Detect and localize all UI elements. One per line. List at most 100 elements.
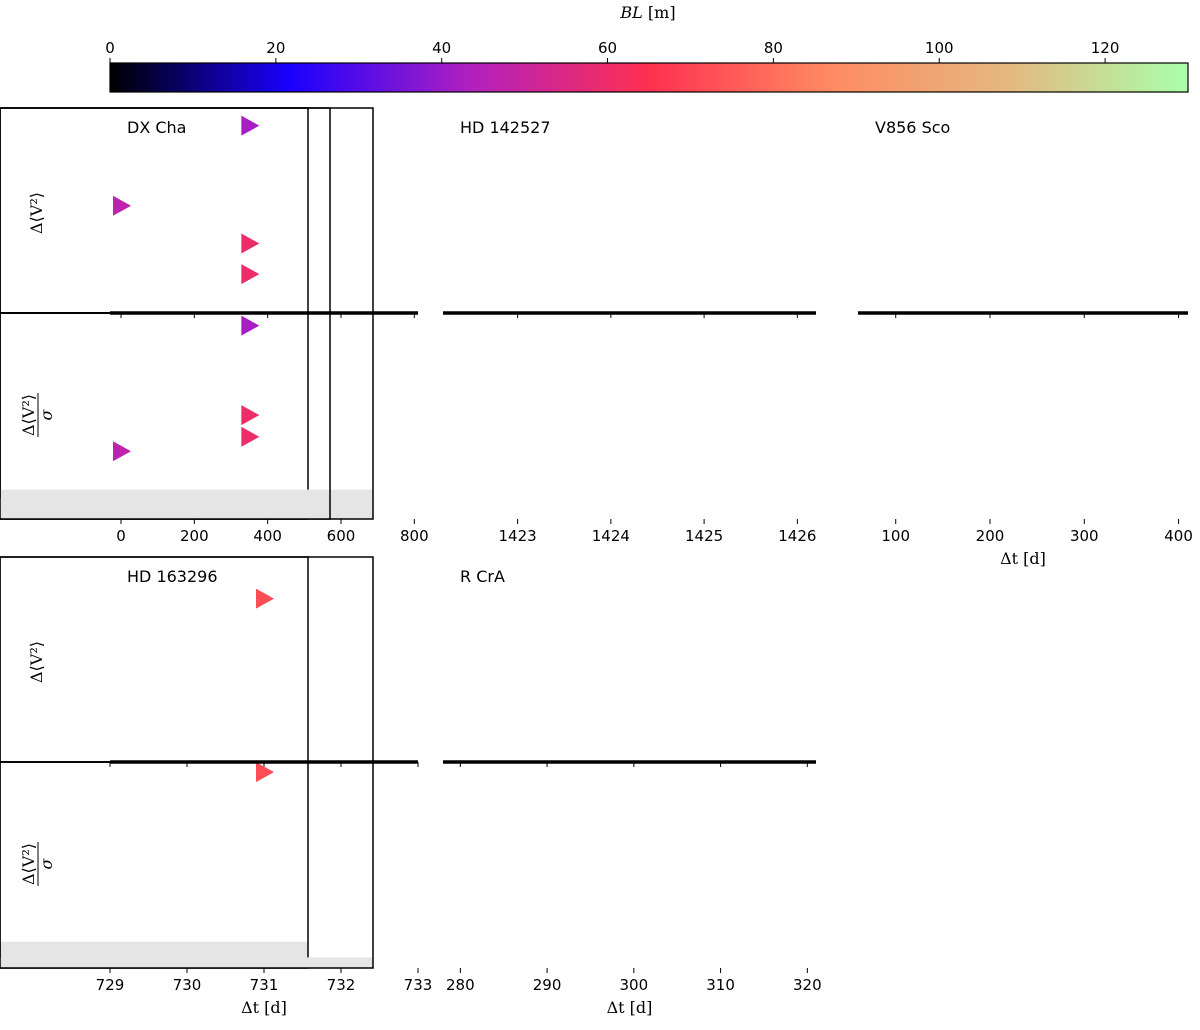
panel-title: DX Cha — [127, 118, 186, 137]
y-label-bottom-row2: Δ⟨V²⟩ σ — [19, 842, 56, 886]
data-point-triangle — [241, 115, 260, 136]
x-tick-label: 320 — [793, 976, 822, 994]
x-tick-label: 0 — [116, 527, 126, 545]
x-tick-label: 100 — [881, 527, 910, 545]
colorbar-tick-label: 80 — [764, 39, 783, 57]
data-point-circle — [869, 300, 888, 319]
data-point-triangle — [470, 738, 488, 758]
data-point-triangle — [869, 226, 887, 246]
data-point-circle — [611, 318, 630, 337]
colorbar-tick-label: 60 — [598, 39, 617, 57]
x-tick-label: 310 — [706, 976, 735, 994]
data-point-triangle — [1121, 141, 1139, 161]
x-tick-label: 300 — [620, 976, 649, 994]
x-tick-label: 280 — [446, 976, 475, 994]
colorbar: BL [m] 0 20 40 60 80 100 120 — [105, 3, 1189, 93]
subplot-top: 0.000.050.100.15 — [0, 107, 798, 318]
data-point-triangle — [869, 405, 887, 425]
data-points — [256, 762, 274, 783]
x-tick-label: 300 — [1070, 527, 1099, 545]
x-tick-label: 400 — [1164, 527, 1193, 545]
data-point-triangle — [1093, 214, 1111, 234]
data-point-triangle — [241, 315, 260, 336]
colorbar-tick-label: 40 — [432, 39, 451, 57]
subplot-bottom: 051015100200300400 — [0, 311, 1193, 545]
data-point-triangle — [256, 762, 274, 783]
significance-band — [0, 498, 330, 519]
data-point-triangle — [452, 701, 470, 721]
panel-title: R CrA — [460, 567, 505, 586]
panel-title: HD 163296 — [127, 567, 218, 586]
x-tick-label: 200 — [180, 527, 209, 545]
x-tick-label: 731 — [250, 976, 279, 994]
data-point-triangle — [452, 738, 470, 758]
panels: 0.000.020.040.060.0805101520020040060080… — [0, 107, 1193, 1017]
data-point-triangle — [1121, 259, 1139, 279]
data-points — [256, 588, 274, 609]
y-label-bottom-row1-num: Δ⟨V²⟩ — [19, 394, 38, 436]
axes-frame — [0, 107, 309, 314]
x-tick-label: 800 — [400, 527, 429, 545]
axes-frame — [0, 761, 374, 969]
data-points — [869, 311, 1172, 518]
subplot-top: 0.000.020.040.060.08 — [0, 107, 415, 318]
colorbar-gradient — [109, 62, 1189, 93]
data-point-triangle — [470, 947, 488, 967]
subplot-top: 0.050.100.15 — [0, 556, 808, 767]
axes-frame — [0, 107, 331, 314]
data-point-triangle — [612, 229, 630, 249]
data-point-triangle — [782, 563, 800, 583]
x-tick-label: 290 — [533, 976, 562, 994]
y-label-top-row1: Δ⟨V²⟩ — [27, 192, 46, 234]
data-point-triangle — [241, 264, 260, 285]
colorbar-ticks: 0 20 40 60 80 100 120 — [105, 39, 1119, 63]
y-label-bottom-row2-num: Δ⟨V²⟩ — [19, 843, 38, 885]
data-point-circle — [869, 500, 888, 519]
data-point-triangle — [612, 353, 630, 373]
data-point-triangle — [113, 441, 131, 462]
data-point-triangle — [1121, 328, 1139, 348]
x-tick-label: 1425 — [685, 527, 723, 545]
x-tick-label: 1423 — [499, 527, 537, 545]
colorbar-tick-label: 120 — [1091, 39, 1120, 57]
colorbar-tick-label: 0 — [105, 39, 115, 57]
panel-r-cra: 0.050.100.150204060280290300310320R CrAΔ… — [0, 556, 822, 1017]
data-point-triangle — [1121, 429, 1139, 449]
significance-band — [0, 957, 373, 968]
x-tick-label: 732 — [327, 976, 356, 994]
data-point-triangle — [1154, 470, 1172, 490]
y-axis-labels: Δ⟨V²⟩ Δ⟨V²⟩ σ Δ⟨V²⟩ Δ⟨V²⟩ σ — [19, 192, 56, 886]
axes-frame — [0, 312, 331, 520]
y-label-top-row2: Δ⟨V²⟩ — [27, 641, 46, 683]
panel-dx-cha: 0.000.020.040.060.0805101520020040060080… — [0, 107, 429, 545]
data-points — [611, 318, 631, 372]
panel-hd-142527: 0.000.050.100.150.02.55.07.5142314241425… — [0, 107, 816, 545]
x-tick-label: 1426 — [778, 527, 816, 545]
data-point-triangle — [782, 658, 800, 678]
data-point-circle — [611, 127, 630, 146]
x-tick-label: 730 — [173, 976, 202, 994]
data-point-triangle — [452, 711, 470, 731]
y-label-bottom-row2-den: σ — [37, 857, 56, 869]
subplot-bottom: 0204060280290300310320 — [0, 761, 822, 994]
panel-title: HD 142527 — [460, 118, 551, 137]
data-point-circle — [869, 160, 888, 179]
data-point-triangle — [241, 405, 260, 426]
subplot-top: 0.0000.0050.010 — [0, 556, 419, 767]
axes-frame — [0, 107, 374, 314]
data-point-circle — [869, 430, 888, 449]
data-points — [113, 315, 406, 474]
data-point-triangle — [470, 928, 488, 948]
data-point-triangle — [782, 761, 800, 781]
data-point-triangle — [1121, 181, 1139, 201]
data-point-triangle — [470, 939, 488, 959]
x-tick-label: 400 — [253, 527, 282, 545]
data-points — [113, 115, 406, 285]
data-point-triangle — [388, 454, 406, 474]
data-point-triangle — [241, 426, 260, 447]
data-point-triangle — [388, 244, 406, 264]
data-point-triangle — [1154, 270, 1172, 290]
data-point-triangle — [782, 678, 800, 698]
data-point-triangle — [452, 935, 470, 955]
